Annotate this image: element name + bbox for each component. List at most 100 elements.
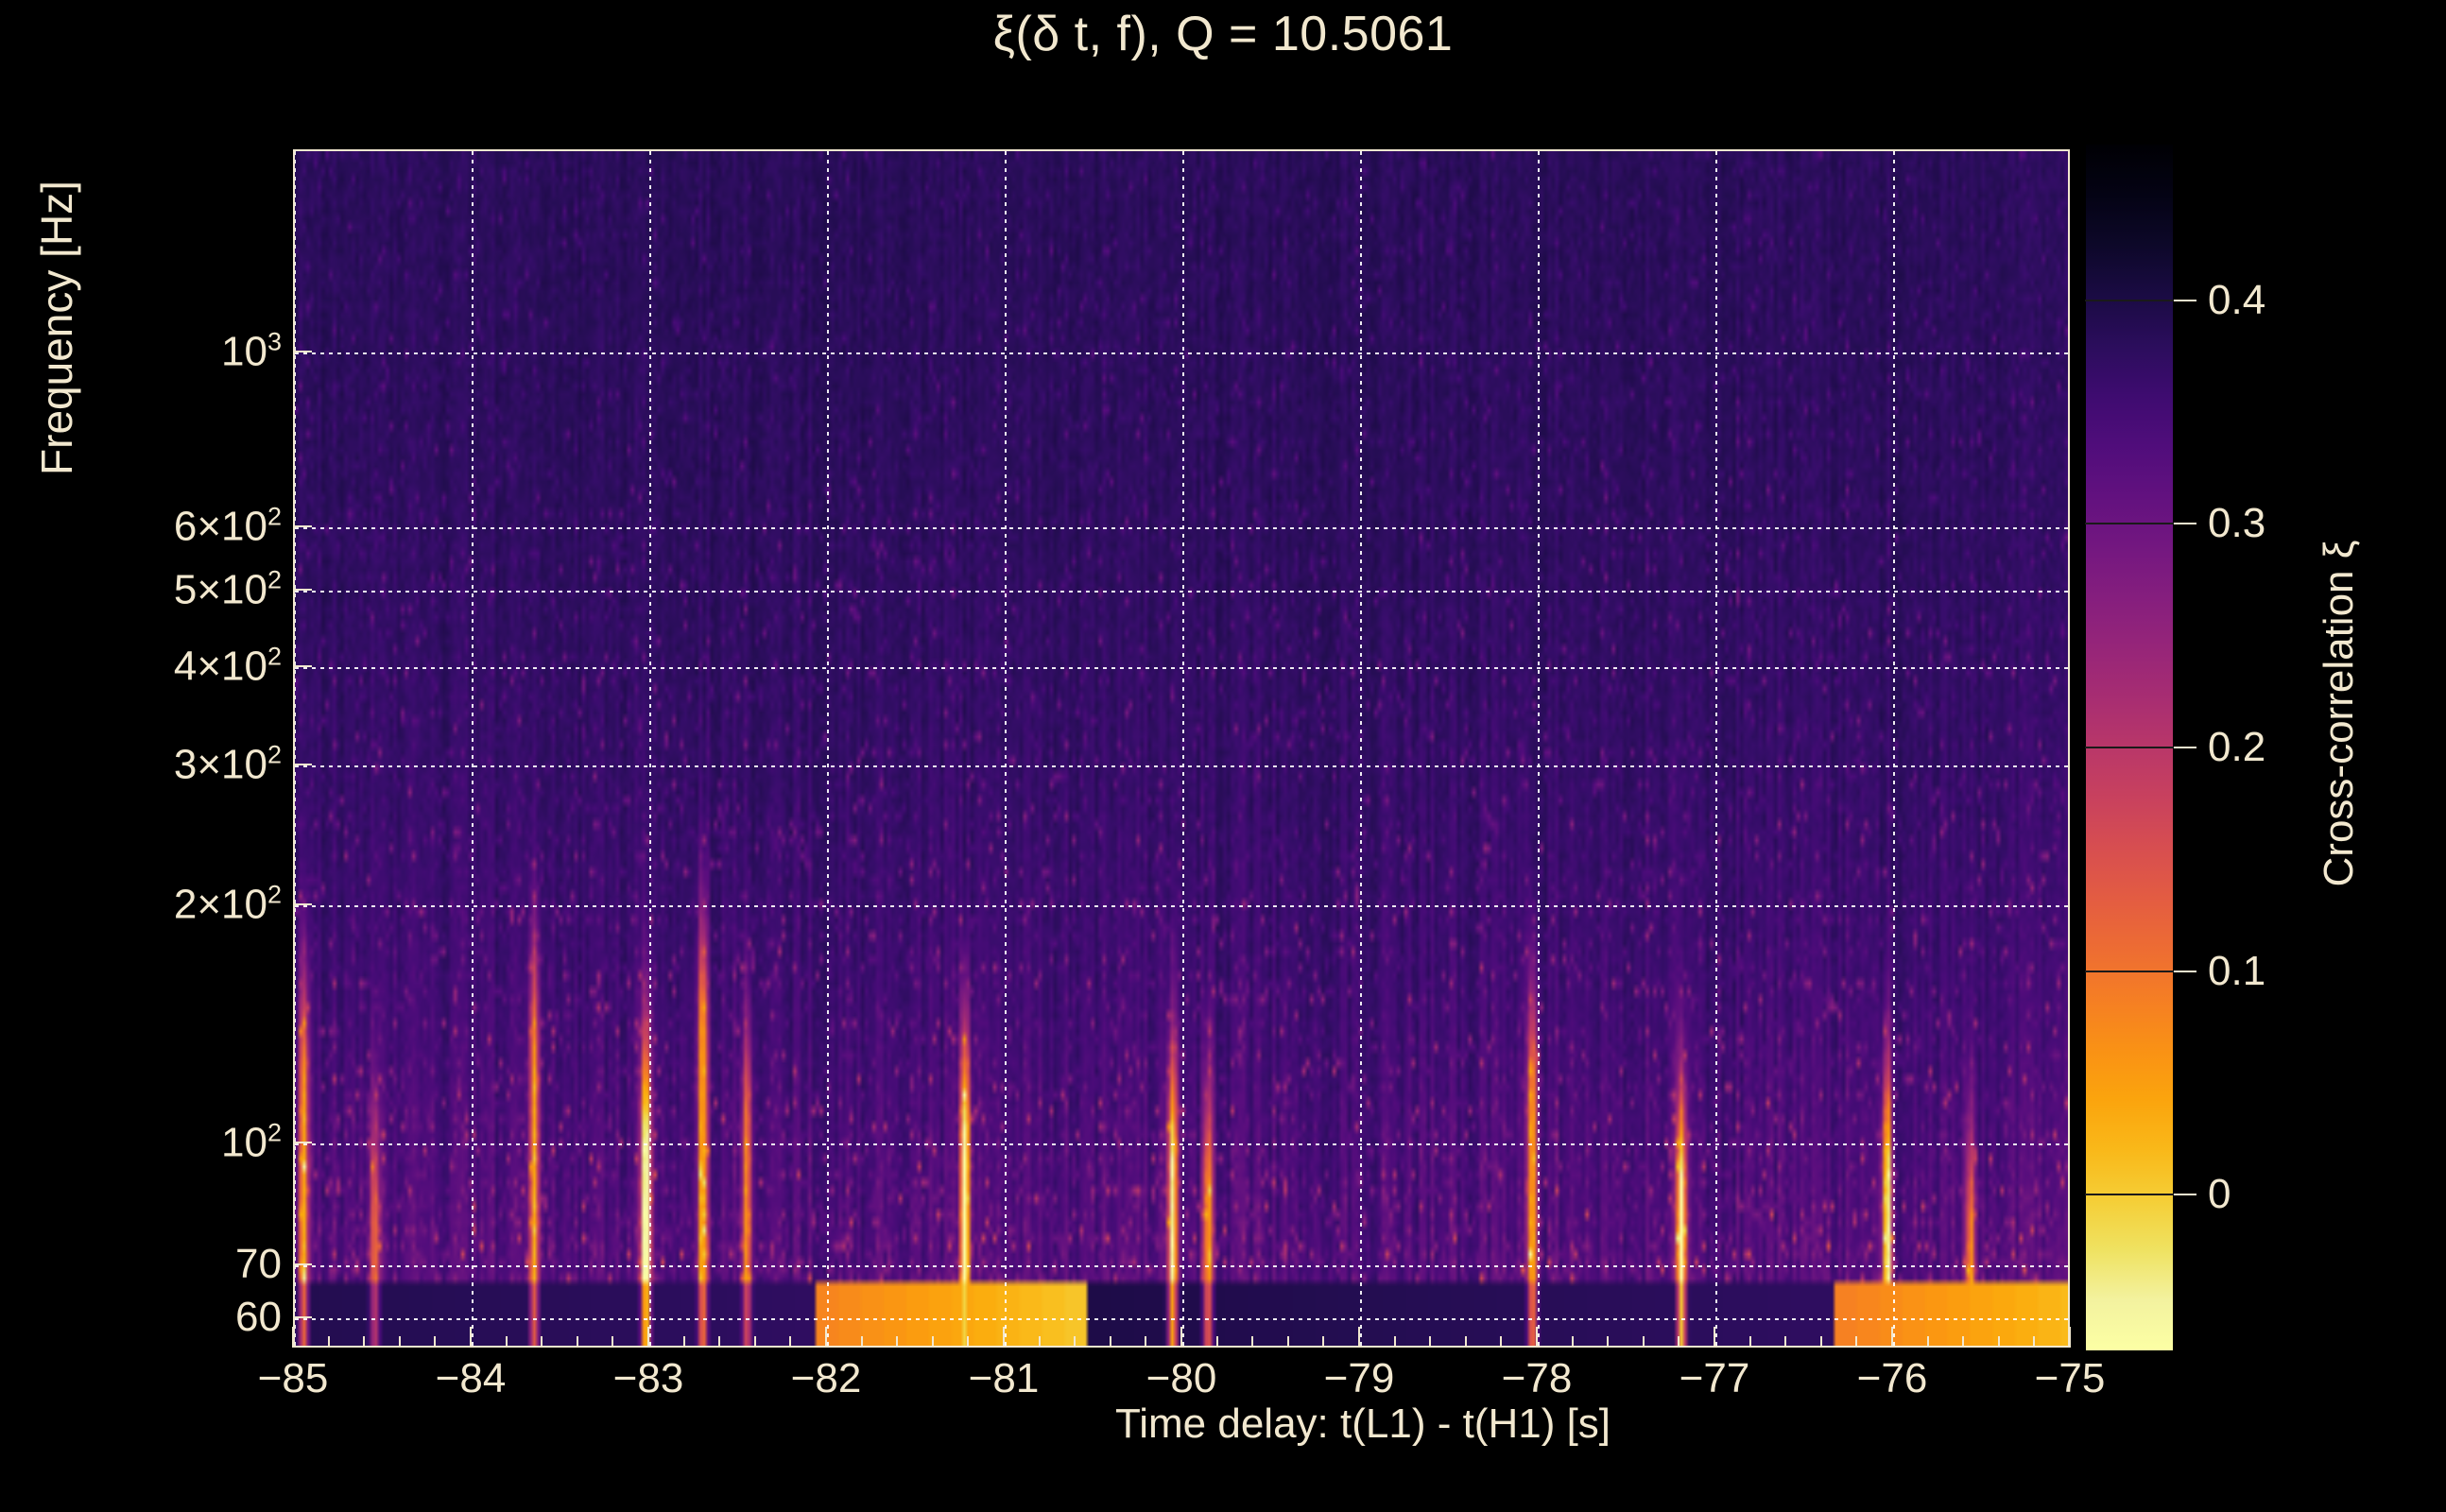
y-axis-tick — [293, 764, 312, 766]
heatmap-canvas — [295, 151, 2068, 1346]
x-axis-minor-tick — [1784, 1336, 1787, 1348]
x-axis-minor-tick — [1286, 1336, 1289, 1348]
y-axis-tick-label: 3×102 — [173, 740, 282, 788]
x-axis-minor-tick — [434, 1336, 437, 1348]
y-axis-tick — [293, 1141, 312, 1143]
colorbar-tick — [2085, 970, 2174, 972]
x-axis-minor-tick — [1500, 1336, 1503, 1348]
x-axis-minor-tick — [1464, 1336, 1467, 1348]
x-axis-tick-label: −75 — [2034, 1355, 2106, 1401]
x-axis-tick — [2069, 1327, 2071, 1348]
y-axis-tick-label: 5×102 — [173, 565, 282, 612]
x-axis-minor-tick — [576, 1336, 578, 1348]
y-axis-tick-label: 2×102 — [173, 880, 282, 928]
x-axis-tick — [647, 1327, 649, 1348]
colorbar-tick-label: 0 — [2208, 1171, 2231, 1218]
x-axis-minor-tick — [1322, 1336, 1325, 1348]
colorbar-tick-mark — [2174, 970, 2196, 972]
x-axis-minor-tick — [398, 1336, 401, 1348]
x-axis-minor-tick — [1429, 1336, 1432, 1348]
colorbar-tick — [2085, 1194, 2174, 1196]
x-axis-minor-tick — [2033, 1336, 2036, 1348]
figure-title: ξ(δ t, f), Q = 10.5061 — [992, 7, 1454, 61]
x-axis-minor-tick — [967, 1336, 970, 1348]
x-axis-minor-tick — [1926, 1336, 1929, 1348]
x-axis-minor-tick — [789, 1336, 792, 1348]
y-axis-tick-label: 103 — [221, 327, 282, 374]
x-axis-tick-label: −85 — [257, 1355, 329, 1401]
x-axis-minor-tick — [718, 1336, 721, 1348]
x-axis-tick-label: −76 — [1856, 1355, 1928, 1401]
x-axis-minor-tick — [1038, 1336, 1041, 1348]
x-axis-tick — [1891, 1327, 1893, 1348]
x-axis-tick — [1180, 1327, 1182, 1348]
x-axis-minor-tick — [1215, 1336, 1218, 1348]
x-axis-tick — [1358, 1327, 1360, 1348]
colorbar-tick-label: 0.4 — [2208, 276, 2266, 323]
y-axis-tick — [293, 350, 312, 352]
colorbar-tick — [2085, 299, 2174, 301]
colorbar-tick-label: 0.3 — [2208, 500, 2266, 547]
y-axis-tick — [293, 588, 312, 591]
x-axis-tick-label: −77 — [1679, 1355, 1750, 1401]
x-axis-tick-label: −79 — [1323, 1355, 1395, 1401]
y-axis-tick — [293, 525, 312, 528]
x-axis-minor-tick — [1678, 1336, 1680, 1348]
x-axis-tick — [825, 1327, 827, 1348]
x-axis-minor-tick — [1997, 1336, 2000, 1348]
x-axis-tick-label: −81 — [968, 1355, 1040, 1401]
y-axis-tick — [293, 664, 312, 667]
x-axis-tick — [1003, 1327, 1005, 1348]
x-axis-minor-tick — [1607, 1336, 1610, 1348]
x-axis-tick — [1536, 1327, 1538, 1348]
x-axis-tick-label: −82 — [790, 1355, 862, 1401]
x-axis-tick-label: −78 — [1501, 1355, 1573, 1401]
y-axis-tick-label: 6×102 — [173, 503, 282, 550]
y-axis-tick — [293, 902, 312, 905]
y-axis-tick — [293, 1263, 312, 1266]
colorbar-tick-mark — [2174, 747, 2196, 748]
colorbar-tick-label: 0.1 — [2208, 947, 2266, 994]
x-axis-minor-tick — [1642, 1336, 1645, 1348]
x-axis-tick-label: −84 — [435, 1355, 507, 1401]
y-axis-tick-label: 4×102 — [173, 642, 282, 690]
x-axis-tick — [1714, 1327, 1715, 1348]
x-axis-minor-tick — [363, 1336, 366, 1348]
y-axis-tick-label: 102 — [221, 1118, 282, 1165]
y-axis-tick-label: 70 — [235, 1241, 282, 1288]
colorbar-title: Cross-correlation ξ — [2316, 540, 2362, 887]
x-axis-minor-tick — [327, 1336, 330, 1348]
x-axis-minor-tick — [896, 1336, 899, 1348]
colorbar-tick-label: 0.2 — [2208, 724, 2266, 770]
colorbar-tick — [2085, 747, 2174, 748]
x-axis-minor-tick — [505, 1336, 508, 1348]
x-axis-minor-tick — [1571, 1336, 1574, 1348]
x-axis-tick-label: −80 — [1145, 1355, 1217, 1401]
x-axis-title: Time delay: t(L1) - t(H1) [s] — [1115, 1400, 1611, 1447]
x-axis-minor-tick — [1855, 1336, 1858, 1348]
x-axis-minor-tick — [1748, 1336, 1751, 1348]
x-axis-minor-tick — [1251, 1336, 1254, 1348]
x-axis-tick — [292, 1327, 294, 1348]
x-axis-minor-tick — [931, 1336, 934, 1348]
colorbar-tick-mark — [2174, 299, 2196, 301]
x-axis-minor-tick — [541, 1336, 543, 1348]
spectrogram-plot-area — [293, 149, 2070, 1348]
x-axis-minor-tick — [612, 1336, 614, 1348]
y-axis-tick — [293, 1316, 312, 1319]
heatmap-image — [295, 151, 2068, 1346]
x-axis-minor-tick — [860, 1336, 863, 1348]
x-axis-minor-tick — [1393, 1336, 1396, 1348]
x-axis-minor-tick — [753, 1336, 756, 1348]
x-axis-tick — [470, 1327, 472, 1348]
colorbar-tick-mark — [2174, 1194, 2196, 1196]
x-axis-minor-tick — [1109, 1336, 1111, 1348]
x-axis-minor-tick — [1819, 1336, 1822, 1348]
colorbar-tick-mark — [2174, 523, 2196, 525]
x-axis-minor-tick — [1962, 1336, 1965, 1348]
y-axis-tick-label: 60 — [235, 1294, 282, 1341]
x-axis-tick-label: −83 — [612, 1355, 684, 1401]
x-axis-minor-tick — [1074, 1336, 1077, 1348]
x-axis-minor-tick — [682, 1336, 685, 1348]
